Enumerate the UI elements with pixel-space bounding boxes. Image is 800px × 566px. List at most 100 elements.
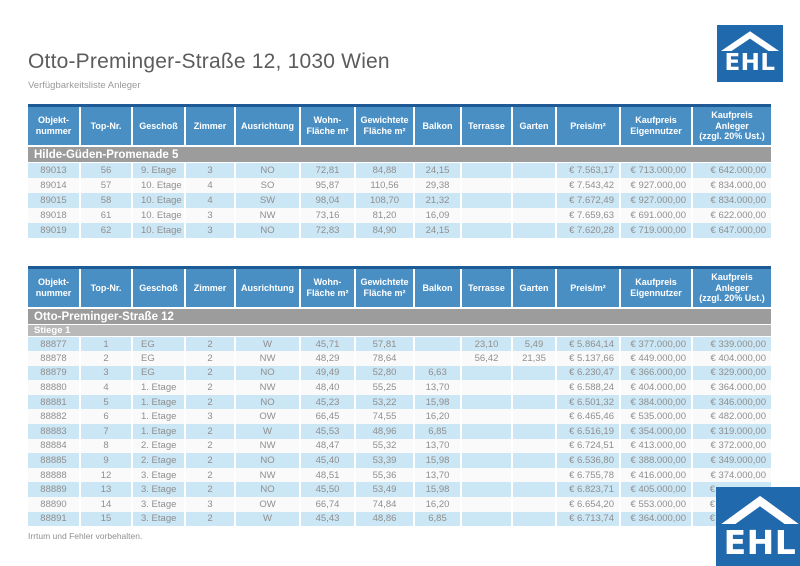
- cell: € 642.000,00: [691, 162, 771, 178]
- cell: € 7.672,49: [555, 192, 620, 208]
- column-header: Zimmer: [184, 105, 235, 147]
- cell: [460, 409, 512, 425]
- cell: 13: [79, 482, 132, 498]
- availability-table-1: Objekt- nummer Top-Nr. Geschoß Zimmer Ausric…: [28, 104, 771, 238]
- cell: NW: [234, 351, 300, 366]
- cell: [511, 409, 556, 425]
- cell: 21,35: [511, 351, 556, 366]
- cell: 45,43: [299, 511, 355, 527]
- cell: NO: [234, 162, 300, 178]
- cell: 2: [184, 511, 235, 527]
- table-row: 88891 15 3. Etage 2 W 45,43 48,86 6,85 € 6.713,7…: [28, 511, 771, 527]
- cell: 1. Etage: [131, 409, 185, 425]
- cell: € 366.000,00: [619, 365, 692, 381]
- cell: [460, 497, 512, 512]
- cell: NO: [234, 453, 300, 468]
- cell: 15,98: [413, 394, 461, 410]
- cell: € 7.543,42: [555, 177, 620, 193]
- cell: 6,85: [413, 424, 461, 439]
- cell: 2. Etage: [131, 453, 185, 468]
- cell: 3. Etage: [131, 482, 185, 498]
- cell: 89013: [28, 162, 80, 178]
- cell: 88880: [28, 380, 80, 395]
- cell: 15: [79, 511, 132, 527]
- cell: € 372.000,00: [691, 438, 771, 454]
- cell: 49,49: [299, 365, 355, 381]
- cell: [460, 365, 512, 381]
- cell: OW: [234, 409, 300, 425]
- cell: NO: [234, 365, 300, 381]
- column-header: Preis/m²: [555, 267, 620, 309]
- cell: € 384.000,00: [619, 394, 692, 410]
- table-row: 88882 6 1. Etage 3 OW 66,45 74,55 16,20 € 6.465,…: [28, 409, 771, 425]
- cell: 4: [184, 177, 235, 193]
- cell: 53,22: [354, 394, 414, 410]
- cell: 88877: [28, 336, 80, 352]
- cell: [460, 162, 512, 178]
- cell: € 449.000,00: [619, 351, 692, 366]
- cell: [511, 162, 556, 178]
- cell: € 622.000,00: [691, 207, 771, 223]
- cell: 53,49: [354, 482, 414, 498]
- cell: 95,87: [299, 177, 355, 193]
- column-header: Balkon: [413, 105, 461, 147]
- cell: [511, 394, 556, 410]
- cell: W: [234, 424, 300, 439]
- cell: € 6.755,78: [555, 467, 620, 483]
- cell: € 535.000,00: [619, 409, 692, 425]
- cell: 2: [184, 453, 235, 468]
- cell: 48,86: [354, 511, 414, 527]
- cell: € 319.000,00: [691, 424, 771, 439]
- cell: 3: [184, 162, 235, 178]
- cell: 13,70: [413, 438, 461, 454]
- cell: € 5.864,14: [555, 336, 620, 352]
- cell: 2: [184, 424, 235, 439]
- cell: 88881: [28, 394, 80, 410]
- cell: 72,81: [299, 162, 355, 178]
- cell: 10. Etage: [131, 192, 185, 208]
- cell: 1. Etage: [131, 394, 185, 410]
- cell: € 927.000,00: [619, 177, 692, 193]
- cell: € 6.465,46: [555, 409, 620, 425]
- cell: [511, 424, 556, 439]
- table-row: 88884 8 2. Etage 2 NW 48,47 55,32 13,70 € 6.724,…: [28, 438, 771, 454]
- cell: 88891: [28, 511, 80, 527]
- cell: 89015: [28, 192, 80, 208]
- data-table: Objekt- nummer Top-Nr. Geschoß Zimmer Ausric…: [28, 104, 771, 238]
- cell: 88889: [28, 482, 80, 498]
- cell: [511, 380, 556, 395]
- column-header: Terrasse: [460, 267, 512, 309]
- table-row: 88885 9 2. Etage 2 NO 45,40 53,39 15,98 € 6.536,…: [28, 453, 771, 468]
- table-row: 88881 5 1. Etage 2 NO 45,23 53,22 15,98 € 6.501,…: [28, 394, 771, 410]
- cell: 48,51: [299, 467, 355, 483]
- cell: [511, 222, 556, 238]
- cell: € 6.724,51: [555, 438, 620, 454]
- column-header: Kaufpreis Eigennutzer: [619, 105, 692, 147]
- cell: 88888: [28, 467, 80, 483]
- roof-icon: [720, 31, 780, 51]
- cell: 24,15: [413, 222, 461, 238]
- cell: [460, 394, 512, 410]
- cell: 84,88: [354, 162, 414, 178]
- cell: 74,84: [354, 497, 414, 512]
- cell: 13,70: [413, 380, 461, 395]
- cell: [511, 453, 556, 468]
- cell: 16,09: [413, 207, 461, 223]
- column-header: Geschoß: [131, 267, 185, 309]
- cell: € 5.137,66: [555, 351, 620, 366]
- cell: € 346.000,00: [691, 394, 771, 410]
- cell: € 329.000,00: [691, 365, 771, 381]
- cell: € 927.000,00: [619, 192, 692, 208]
- cell: 4: [79, 380, 132, 395]
- cell: [511, 365, 556, 381]
- cell: 89014: [28, 177, 80, 193]
- cell: 6,85: [413, 511, 461, 527]
- data-table: Objekt- nummer Top-Nr. Geschoß Zimmer Ausric…: [28, 266, 771, 527]
- column-header: Objekt- nummer: [28, 267, 80, 309]
- column-header: Terrasse: [460, 105, 512, 147]
- table-row: 89018 61 10. Etage 3 NW 73,16 81,20 16,09 € 7.65…: [28, 207, 771, 223]
- cell: 23,10: [460, 336, 512, 352]
- cell: 29,38: [413, 177, 461, 193]
- cell: 12: [79, 467, 132, 483]
